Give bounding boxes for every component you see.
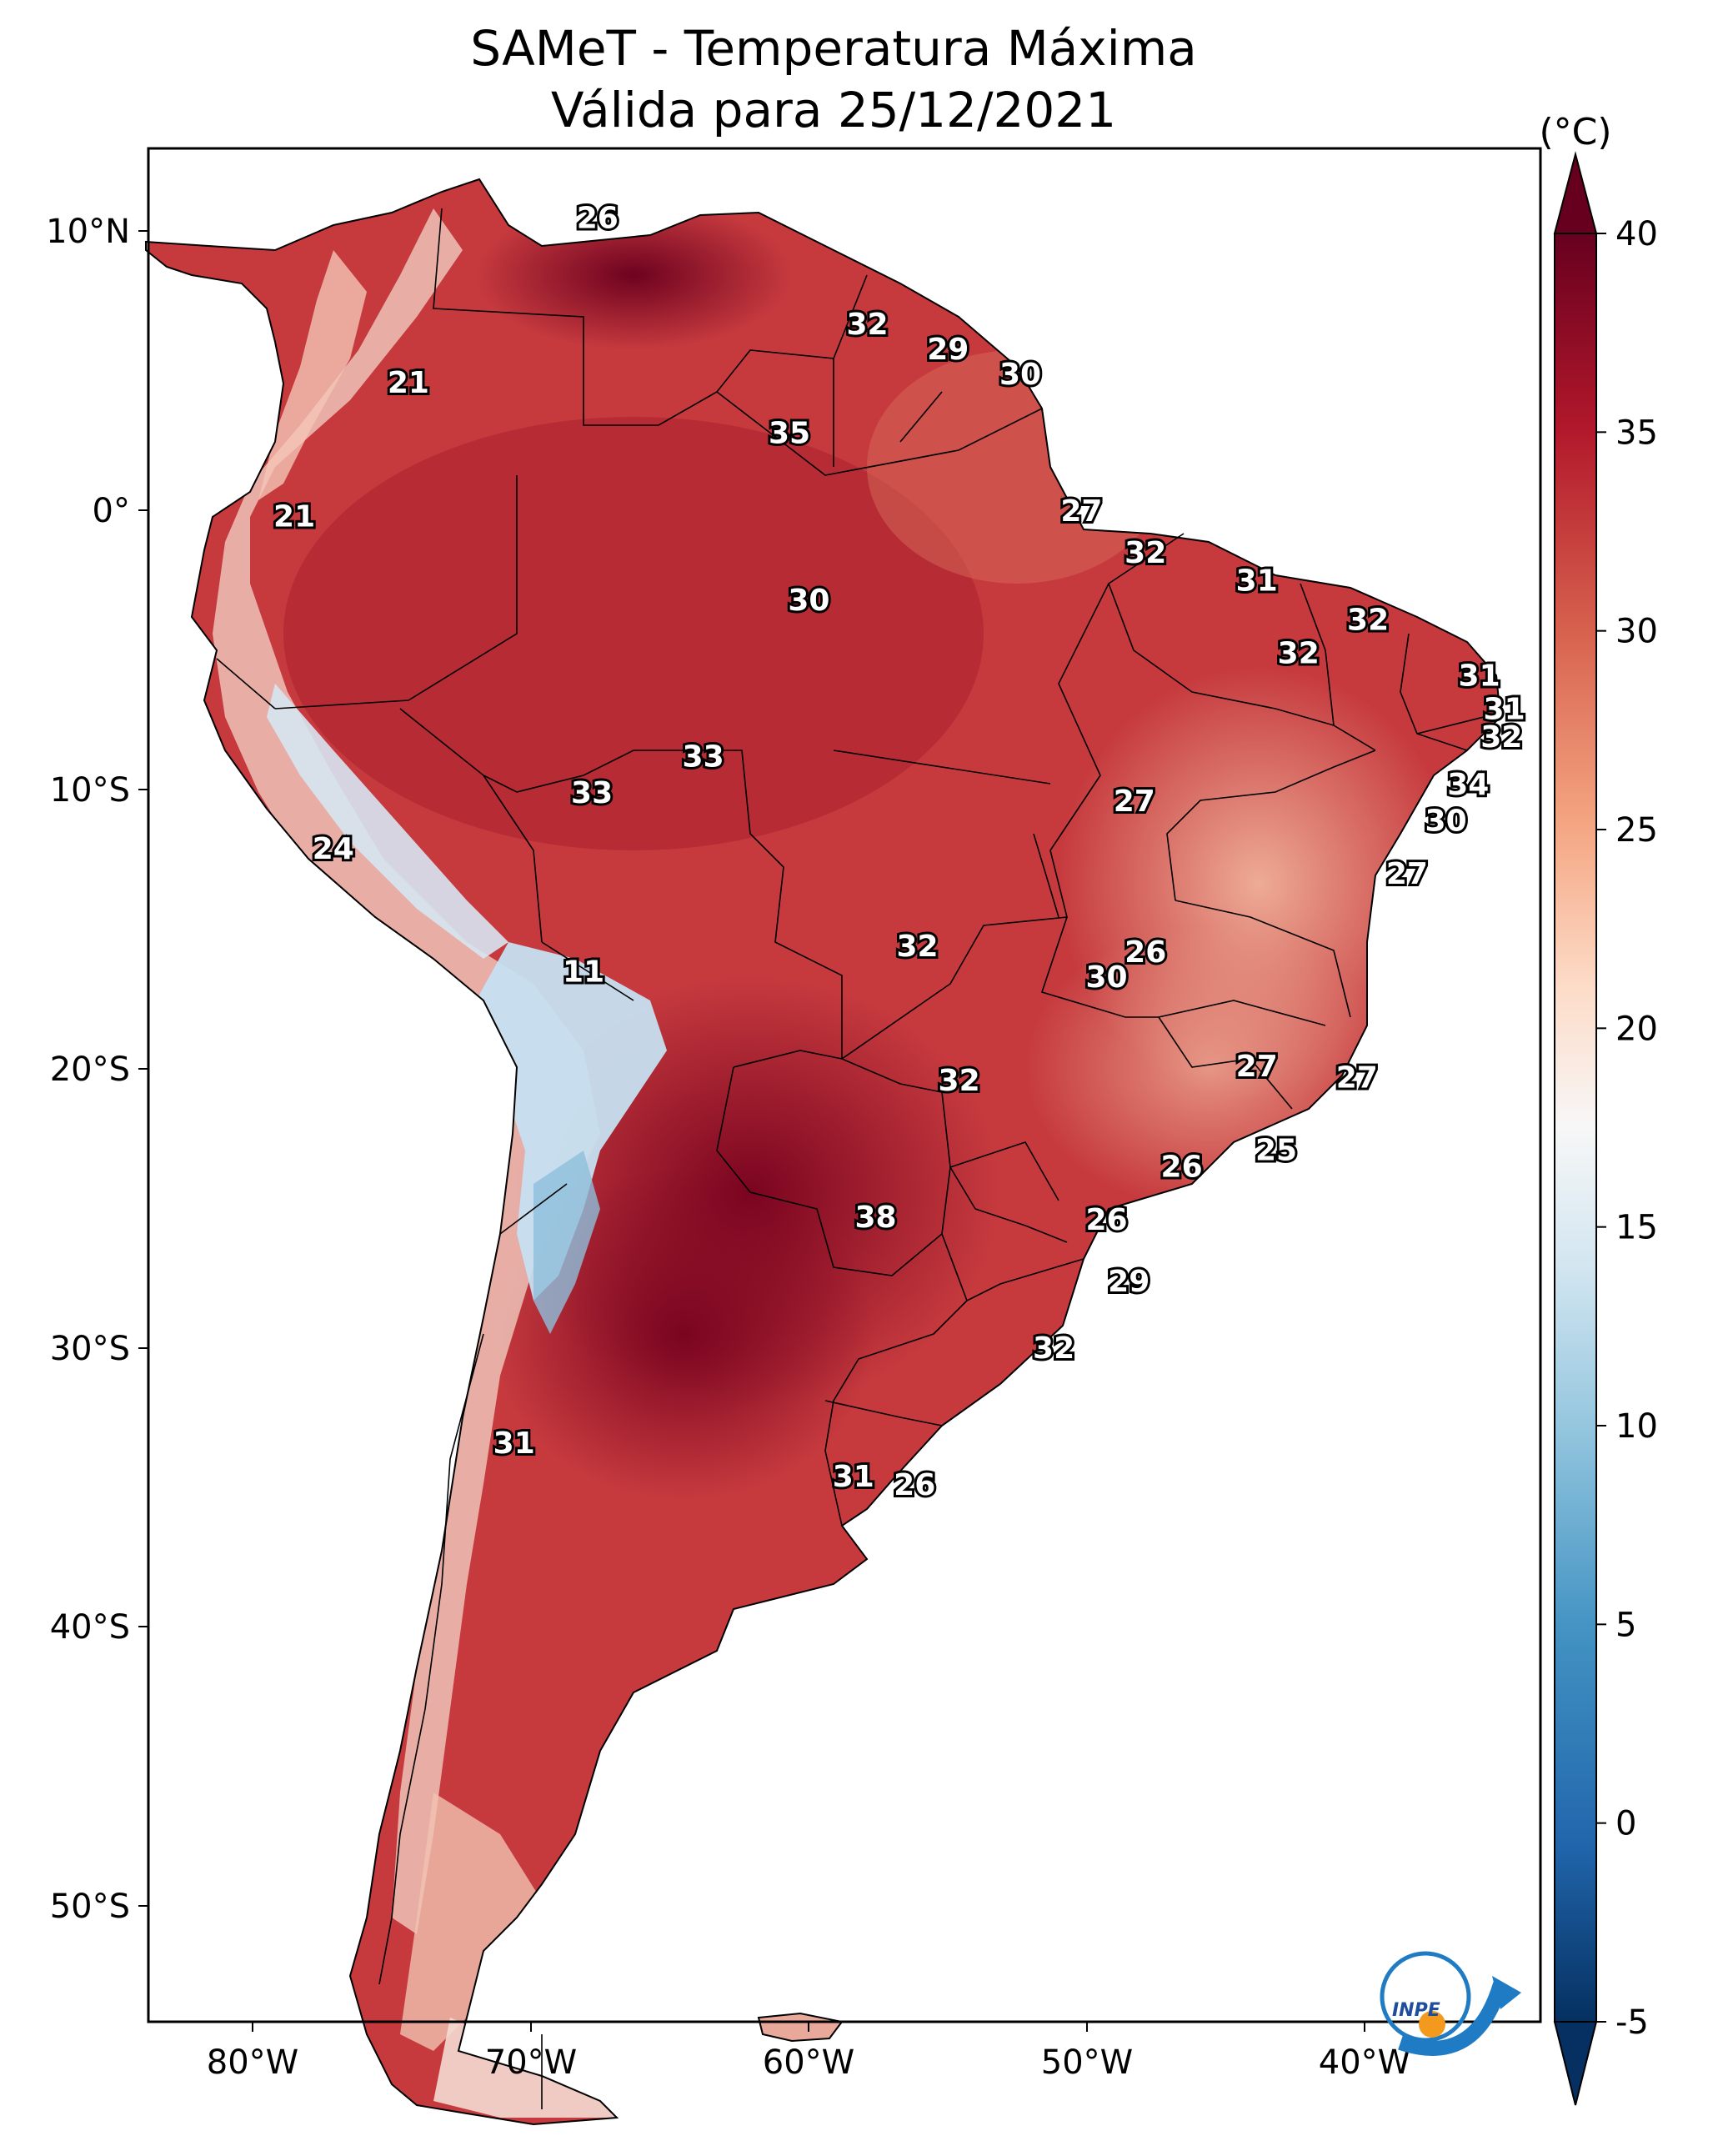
colorbar-tick-label: -5 [1615, 2003, 1649, 2042]
temperature-label: 30 [1425, 805, 1467, 839]
temperature-label: 24 [313, 832, 354, 866]
lat-tick: 40°S [50, 1608, 130, 1647]
falkland-islands [757, 2012, 844, 2043]
colorbar-tick-label: 30 [1615, 613, 1658, 651]
temperature-label: 32 [1480, 720, 1522, 755]
inpe-logo: INPE [1380, 1951, 1521, 2056]
temperature-label: 26 [1124, 935, 1166, 970]
lat-tick: 0° [93, 492, 130, 530]
lon-tick: 80°W [207, 2043, 298, 2082]
colorbar-tick-label: 40 [1615, 215, 1658, 253]
temperature-label: 32 [1278, 637, 1320, 671]
lon-tick: 40°W [1319, 2043, 1410, 2082]
lon-tick: 50°W [1041, 2043, 1133, 2082]
colorbar-unit: (°C) [1539, 111, 1611, 153]
colorbar-tick-label: 0 [1615, 1805, 1636, 1843]
lat-tick: 10°N [46, 213, 130, 251]
map-subtitle: Válida para 25/12/2021 [551, 82, 1116, 138]
colorbar-tick-label: 20 [1615, 1010, 1658, 1048]
temperature-label: 32 [939, 1064, 980, 1098]
temperature-map [145, 147, 1542, 2126]
temperature-label: 34 [1447, 768, 1489, 802]
colorbar-tick-label: 35 [1615, 414, 1658, 452]
colorbar-ticks: 40 35 30 25 20 15 10 5 0 -5 [1596, 215, 1658, 2042]
temperature-label: 27 [1114, 785, 1155, 819]
temperature-label: 33 [683, 740, 724, 775]
temperature-label: 38 [854, 1201, 896, 1235]
temperature-label: 31 [833, 1460, 874, 1494]
temperature-label: 31 [1459, 659, 1500, 694]
temperature-label: 30 [999, 358, 1041, 392]
lon-tick: 60°W [763, 2043, 854, 2082]
temperature-label: 32 [1033, 1331, 1074, 1366]
temperature-label: 32 [846, 308, 888, 342]
lat-tick: 30°S [50, 1330, 130, 1368]
map-title: SAMeT - Temperatura Máxima [470, 20, 1197, 77]
temperature-label: 27 [1386, 857, 1428, 891]
temperature-label: 32 [1124, 536, 1166, 570]
inpe-logo-text: INPE [1392, 2000, 1440, 2021]
temperature-label: 32 [1347, 604, 1389, 638]
temperature-label: 25 [1255, 1134, 1297, 1168]
coastline [145, 178, 1502, 2126]
lon-tick: 70°W [485, 2043, 577, 2082]
temperature-label: 26 [577, 202, 619, 236]
country-borders [216, 208, 1485, 2109]
colorbar-tick-label: 5 [1615, 1606, 1636, 1644]
temperature-label: 21 [273, 500, 315, 534]
temperature-label: 29 [927, 333, 969, 367]
lat-tick: 10°S [50, 771, 130, 810]
colorbar-tick-label: 15 [1615, 1209, 1658, 1247]
latitude-ticks: 10°N 0° 10°S 20°S 30°S 40°S 50°S [46, 213, 148, 1926]
temperature-label: 27 [1236, 1050, 1278, 1084]
longitude-ticks: 80°W 70°W 60°W 50°W 40°W [207, 2022, 1410, 2082]
temperature-label: 11 [563, 955, 604, 989]
temperature-label: 29 [1108, 1265, 1150, 1299]
temperature-label: 31 [1236, 564, 1278, 599]
temperature-label: 30 [788, 584, 829, 618]
temperature-label: 31 [493, 1426, 535, 1461]
temperature-label: 31 [1484, 693, 1525, 727]
temperature-label: 26 [1161, 1151, 1203, 1185]
lat-tick: 20°S [50, 1050, 130, 1089]
temperature-label: 33 [571, 776, 613, 810]
temperature-label: 32 [896, 930, 938, 964]
temperature-label: 30 [1085, 960, 1127, 995]
temperature-label: 21 [388, 366, 429, 400]
temperature-label: 27 [1060, 494, 1102, 529]
colorbar-tick-label: 25 [1615, 811, 1658, 850]
lat-tick: 50°S [50, 1888, 130, 1926]
colorbar-tick-label: 10 [1615, 1407, 1658, 1446]
temperature-label: 26 [1085, 1203, 1127, 1237]
temperature-label: 35 [769, 416, 810, 450]
temperature-label: 26 [894, 1468, 935, 1502]
colorbar: (°C) 40 35 30 25 20 15 10 5 0 -5 [1539, 111, 1658, 2106]
temperature-label: 27 [1336, 1060, 1378, 1095]
